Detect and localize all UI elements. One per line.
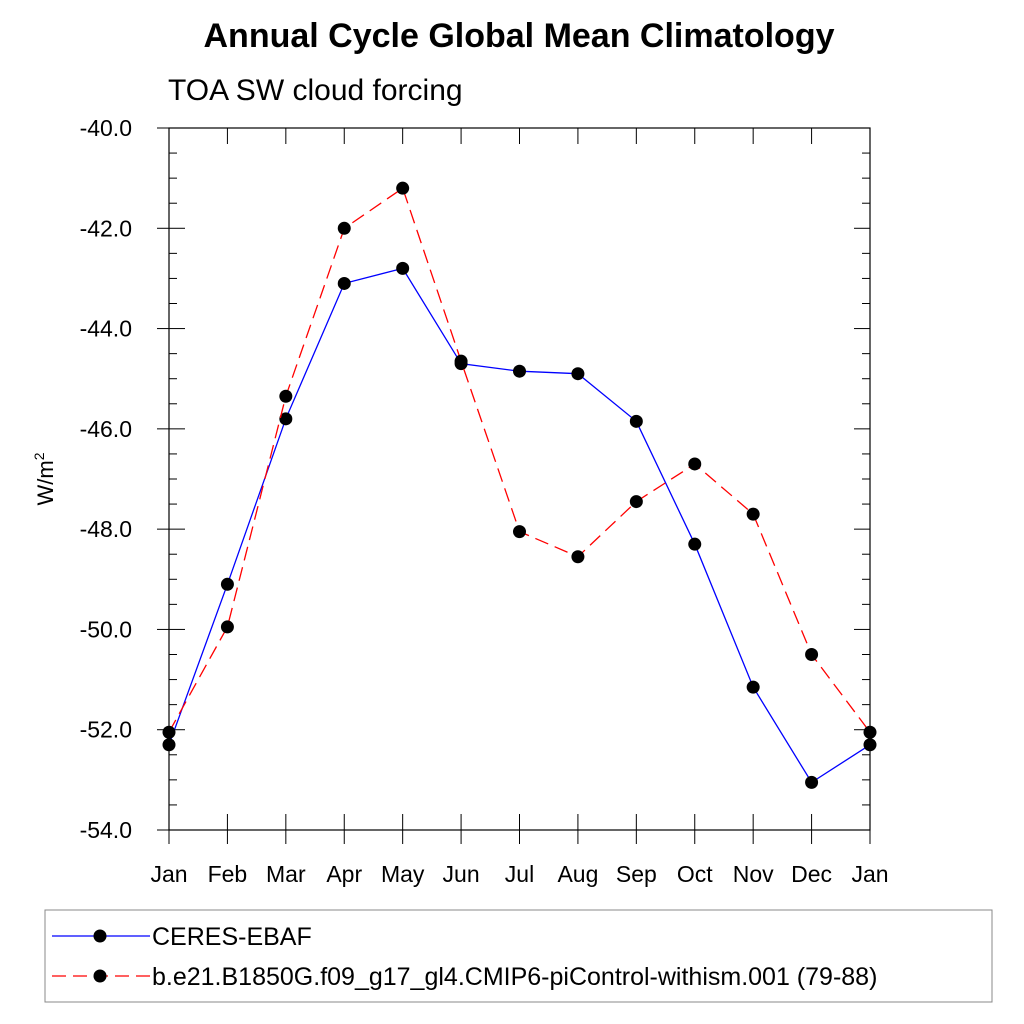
series-1-point [571, 367, 585, 381]
series-2-point [220, 620, 234, 634]
x-tick-label: Oct [677, 861, 713, 887]
series-2-point [805, 648, 819, 661]
series-1-point [279, 412, 293, 426]
legend-marker-1 [93, 929, 107, 943]
y-tick-label: -50.0 [80, 616, 132, 642]
y-tick-label: -46.0 [80, 416, 132, 442]
series-1-point [220, 577, 234, 591]
y-tick-label: -40.0 [80, 115, 132, 141]
y-axis-label: W/m2 [31, 452, 58, 505]
series-1-point [688, 537, 702, 551]
series-2-point [162, 725, 176, 739]
y-axis-label-superscript: 2 [31, 452, 47, 460]
x-tick-label: Apr [326, 861, 362, 887]
x-tick-label: Aug [557, 861, 598, 887]
series-2-point [454, 354, 468, 368]
series-1-point [746, 680, 760, 694]
series-2-point [513, 525, 526, 539]
y-tick-label: -54.0 [80, 817, 132, 843]
y-tick-label: -44.0 [80, 316, 132, 342]
series-2-point [571, 550, 585, 564]
series-1-point [162, 738, 176, 752]
x-tick-label: Jan [851, 861, 888, 887]
y-axis-ticks: -40.0 -42.0 -44.0 -46.0 -48.0 -50.0 -52.0 -54.0 [80, 115, 870, 843]
series-1-point [805, 775, 819, 789]
legend-label-2: b.e21.B1850G.f09_g17_gl4.CMIP6-piControl… [152, 963, 877, 991]
legend: CERES-EBAF b.e21.B1850G.f09_g17_gl4.CMIP6… [52, 923, 877, 991]
series-2-point [863, 725, 877, 739]
series-1-point [513, 364, 526, 378]
x-axis-ticks: Jan Feb Mar Apr May Jun Jul Aug Sep Oct Nov Dec Jan [150, 128, 889, 887]
series-1-point [337, 276, 351, 290]
x-tick-label: May [381, 861, 425, 887]
chart-title: Annual Cycle Global Mean Climatology [204, 17, 835, 55]
x-tick-label: Jan [150, 861, 187, 887]
series-1-point [629, 414, 643, 428]
legend-label-1: CERES-EBAF [152, 923, 312, 951]
x-tick-label: Dec [791, 861, 832, 887]
series-1-point [396, 261, 410, 275]
x-tick-label: Sep [616, 861, 657, 887]
legend-box [44, 909, 993, 1003]
plot-frame [168, 127, 871, 831]
series-2-point [337, 221, 351, 235]
x-tick-label: Feb [208, 861, 248, 887]
legend-marker-2 [93, 969, 107, 983]
y-tick-label: -52.0 [80, 717, 132, 743]
series-2-point [279, 389, 293, 403]
series-2-point [629, 495, 643, 509]
x-tick-label: Nov [733, 861, 774, 887]
series-2-point [746, 507, 760, 521]
y-tick-label: -48.0 [80, 516, 132, 542]
chart-subtitle: TOA SW cloud forcing [168, 74, 463, 107]
x-tick-label: Jun [443, 861, 480, 887]
series-line-2 [168, 187, 871, 733]
x-tick-label: Mar [266, 861, 306, 887]
series-1-point [863, 738, 877, 752]
series-layer [162, 181, 877, 789]
x-tick-label: Jul [505, 861, 534, 887]
series-2-point [688, 457, 702, 471]
series-2-point [396, 181, 410, 195]
y-axis-label-base: W/m [33, 460, 58, 505]
y-tick-label: -42.0 [80, 215, 132, 241]
